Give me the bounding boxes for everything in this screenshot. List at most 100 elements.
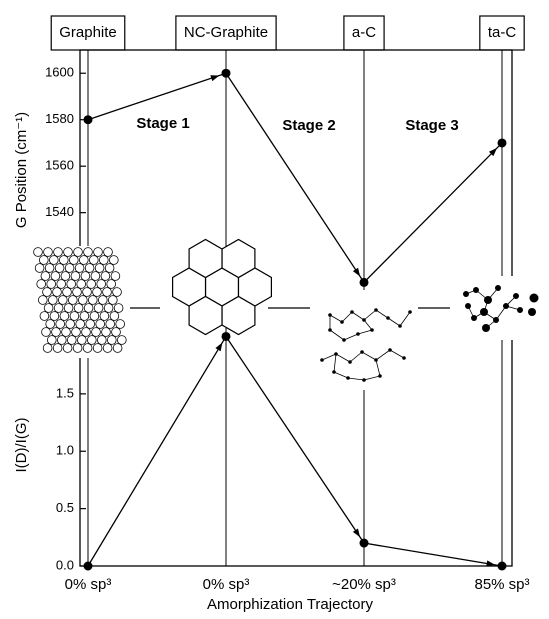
y-tick-label: 1600: [45, 65, 74, 80]
lattice-atom: [103, 303, 114, 313]
a-c-bond: [387, 317, 401, 327]
lattice-atom: [43, 247, 53, 257]
lattice-atom: [99, 255, 109, 265]
lattice-atom: [69, 311, 80, 321]
a-c-bond: [343, 333, 359, 341]
lattice-atom: [109, 311, 120, 321]
data-point: [359, 538, 369, 548]
lattice-atom: [55, 319, 65, 329]
a-c-bond: [333, 353, 337, 373]
ta-c-atom: [529, 293, 539, 303]
lattice-atom: [64, 263, 75, 273]
lattice-atom: [37, 295, 48, 305]
a-c-atom: [332, 370, 336, 374]
a-c-atom: [348, 360, 352, 364]
lattice-atom: [105, 319, 115, 329]
stage-label: Stage 1: [136, 115, 189, 132]
a-c-bond: [399, 311, 411, 327]
y-axis-title: I(D)/I(G): [13, 418, 30, 473]
lattice-atom: [109, 255, 119, 265]
lattice-atom: [106, 279, 116, 289]
a-c-atom: [356, 332, 360, 336]
lattice-atom: [68, 295, 78, 305]
trajectory-line: [87, 72, 503, 284]
lattice-atom: [71, 327, 81, 337]
lattice-atom: [49, 311, 60, 321]
lattice-atom: [41, 327, 51, 337]
lattice-atom: [82, 343, 93, 353]
hexagon: [188, 295, 223, 336]
lattice-atom: [72, 287, 82, 297]
a-c-atom: [334, 352, 338, 356]
lattice-atom: [93, 247, 103, 257]
lattice-atom: [56, 335, 67, 345]
y-axis-title: G Position (cm⁻¹): [13, 112, 30, 228]
a-c-bond: [321, 353, 337, 361]
lattice-atom: [96, 279, 106, 289]
lattice-atom: [73, 247, 83, 257]
lattice-atom: [56, 279, 66, 289]
lattice-atom: [39, 311, 50, 321]
lattice-atom: [99, 311, 110, 321]
lattice-atom: [78, 295, 88, 305]
y-tick-label: 1540: [45, 204, 74, 219]
ta-c-atom: [528, 308, 536, 316]
a-c-atom: [328, 313, 332, 317]
lattice-atom: [83, 303, 94, 313]
y-tick-label: 0.5: [56, 500, 74, 515]
lattice-atom: [103, 247, 113, 257]
lattice-atom: [97, 335, 107, 345]
a-c-bond: [363, 319, 373, 331]
a-c-bond: [357, 329, 373, 335]
lattice-atom: [76, 279, 86, 289]
data-point: [359, 277, 369, 287]
a-c-atom: [374, 308, 378, 312]
lattice-atom: [60, 271, 71, 281]
lattice-atom: [87, 335, 97, 345]
lattice-atom: [43, 303, 54, 313]
category-box: [479, 15, 525, 51]
lattice-atom: [34, 263, 45, 273]
a-c-atom: [408, 310, 412, 314]
ta-c-atom: [493, 317, 499, 323]
lattice-atom: [110, 271, 121, 281]
lattice-atom: [102, 343, 113, 353]
arrowhead: [215, 342, 223, 352]
lattice-atom: [86, 279, 96, 289]
lattice-atom: [62, 287, 72, 297]
ta-c-atom: [482, 324, 490, 332]
a-c-bond: [375, 349, 391, 361]
ta-c-atom: [465, 303, 471, 309]
data-point: [83, 115, 93, 125]
y-tick-label: 1560: [45, 158, 74, 173]
lattice-atom: [98, 295, 108, 305]
lattice-atom: [102, 287, 112, 297]
data-point: [497, 561, 507, 571]
a-c-atom: [350, 310, 354, 314]
y-tick-label: 1.0: [56, 443, 74, 458]
ta-c-atom: [471, 315, 477, 321]
ta-c-atom: [495, 285, 501, 291]
lattice-atom: [101, 327, 111, 337]
hexagon: [188, 238, 223, 279]
lattice-atom: [104, 263, 115, 273]
arrowhead: [210, 75, 220, 82]
a-c-atom: [378, 374, 382, 378]
lattice-atom: [59, 311, 70, 321]
lattice-atom: [58, 255, 69, 265]
y-tick-label: 1580: [45, 111, 74, 126]
a-c-atom: [388, 348, 392, 352]
a-c-atom: [402, 356, 406, 360]
a-c-bond: [329, 329, 345, 341]
lattice-atom: [79, 311, 90, 321]
a-c-bond: [347, 377, 365, 381]
lattice-atom: [75, 319, 85, 329]
ta-c-atom: [503, 303, 509, 309]
a-c-atom: [386, 316, 390, 320]
lattice-atom: [92, 287, 102, 297]
category-box-label: a-C: [352, 24, 376, 41]
stage-label: Stage 2: [282, 117, 335, 134]
lattice-atom: [77, 335, 87, 345]
category-box-label: Graphite: [59, 24, 117, 41]
x-tick-label: 0% sp³: [65, 576, 112, 593]
